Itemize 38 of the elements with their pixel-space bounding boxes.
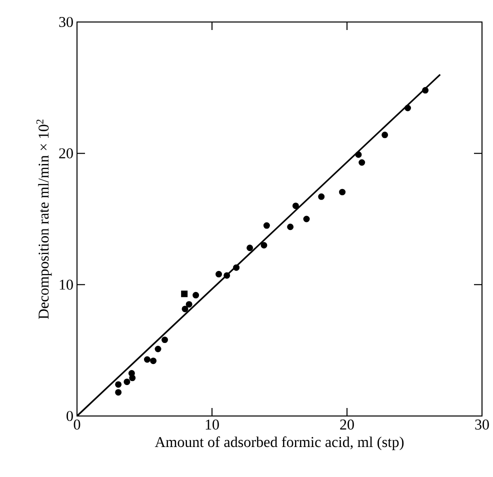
point: [233, 264, 240, 271]
point: [192, 292, 200, 298]
point: [224, 272, 230, 279]
point: [263, 222, 270, 229]
point: [150, 358, 157, 364]
point: [355, 151, 362, 158]
point: [124, 378, 130, 386]
point: [358, 159, 366, 166]
point: [246, 244, 254, 252]
point: [186, 301, 192, 308]
y-axis-title: Decomposition rate ml/min × 10$^{2}$: [36, 120, 52, 320]
x-tick-label: 10: [206, 420, 219, 430]
point: [404, 104, 412, 112]
x-tick-label: 30: [475, 420, 489, 430]
point: [216, 270, 222, 278]
point: [382, 132, 388, 138]
x-axis-title: Amount of adsorbed formic acid, ml (stp): [154, 436, 404, 450]
point: [260, 242, 268, 248]
point: [318, 193, 325, 200]
y-tick-label: 0: [66, 410, 73, 422]
point: [162, 336, 168, 344]
point: [287, 224, 294, 230]
point: [144, 356, 150, 363]
point: [339, 188, 346, 196]
point: [115, 389, 122, 396]
point: [154, 346, 162, 352]
point: [181, 290, 188, 298]
point: [182, 306, 188, 312]
x-tick-label: 20: [340, 420, 354, 430]
point: [115, 381, 122, 388]
point: [303, 216, 310, 222]
x-tick-label: 0: [74, 420, 80, 430]
point: [422, 87, 429, 94]
y-tick-label: 30: [59, 16, 73, 28]
point: [292, 202, 299, 210]
point: [128, 370, 135, 377]
y-tick-label: 10: [60, 280, 73, 290]
y-tick-label: 20: [59, 148, 73, 158]
